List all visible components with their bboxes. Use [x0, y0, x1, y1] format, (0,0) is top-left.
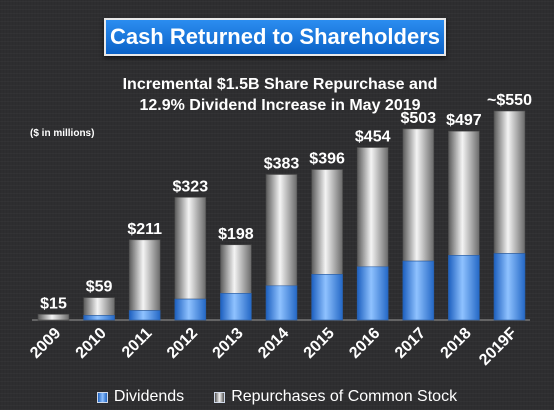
- bar-repurchases-2011: [128, 239, 161, 311]
- x-tick-label-2015: 2015: [301, 325, 338, 362]
- legend-item-dividends: Dividends: [96, 388, 185, 406]
- total-label-2014: $383: [264, 155, 300, 172]
- bar-dividends-2010: [83, 315, 115, 321]
- legend-label-dividends: Dividends: [113, 388, 185, 405]
- total-label-2009: $15: [40, 295, 67, 312]
- bar-dividends-2018: [448, 255, 480, 321]
- bar-dividends-2011: [128, 310, 161, 321]
- legend-swatch-dividends: [96, 391, 108, 403]
- legend-item-repurchases: Repurchases of Common Stock: [214, 388, 457, 406]
- x-tick-label-2011: 2011: [119, 325, 156, 362]
- chart-subtitle-line-1: Incremental $1.5B Share Repurchase and: [122, 76, 438, 93]
- x-tick-label-2016: 2016: [346, 325, 383, 362]
- total-label-2010: $59: [86, 279, 113, 296]
- bar-repurchases-2016: [356, 147, 389, 268]
- x-tick-label-2009: 2009: [27, 325, 64, 362]
- total-label-2018: $497: [446, 112, 482, 129]
- bar-dividends-2016: [356, 266, 389, 321]
- chart-subtitle-line-2: 12.9% Dividend Increase in May 2019: [139, 97, 421, 114]
- bar-dividends-2012: [174, 298, 207, 321]
- total-label-2016: $454: [355, 128, 391, 145]
- x-tick-label-2017: 2017: [392, 325, 429, 362]
- x-tick-label-2014: 2014: [255, 325, 292, 362]
- legend-swatch-repurchases: [214, 391, 226, 403]
- legend: Dividends Repurchases of Common Stock: [0, 388, 554, 406]
- bar-dividends-2014: [265, 285, 298, 321]
- bar-repurchases-2012: [174, 196, 207, 300]
- bar-dividends-2017: [402, 260, 435, 321]
- chart-title: Cash Returned to Shareholders: [104, 18, 446, 56]
- bar-dividends-2015: [311, 274, 343, 321]
- bar-repurchases-2009: [37, 313, 70, 321]
- total-label-2015: $396: [309, 151, 345, 168]
- bar-repurchases-2019F: [493, 110, 526, 254]
- units-note: ($ in millions): [30, 128, 95, 139]
- bar-repurchases-2018: [448, 130, 480, 256]
- legend-label-repurchases: Repurchases of Common Stock: [231, 388, 458, 405]
- bar-repurchases-2017: [402, 128, 435, 262]
- bar-repurchases-2010: [83, 297, 115, 316]
- bar-repurchases-2013: [220, 244, 252, 294]
- total-label-2011: $211: [127, 221, 162, 238]
- bar-dividends-2013: [220, 293, 252, 321]
- total-label-2017: $503: [401, 110, 437, 127]
- x-tick-label-2019F: 2019F: [476, 325, 520, 369]
- bar-repurchases-2014: [265, 174, 298, 287]
- x-tick-label-2018: 2018: [438, 325, 475, 362]
- x-tick-label-2012: 2012: [164, 325, 201, 362]
- x-tick-label-2013: 2013: [210, 325, 247, 362]
- bar-repurchases-2015: [311, 169, 343, 275]
- total-label-2019F: ~$550: [487, 92, 532, 109]
- total-label-2012: $323: [173, 178, 209, 195]
- x-tick-label-2010: 2010: [73, 325, 110, 362]
- bar-dividends-2019F: [493, 253, 526, 321]
- total-label-2013: $198: [218, 226, 254, 243]
